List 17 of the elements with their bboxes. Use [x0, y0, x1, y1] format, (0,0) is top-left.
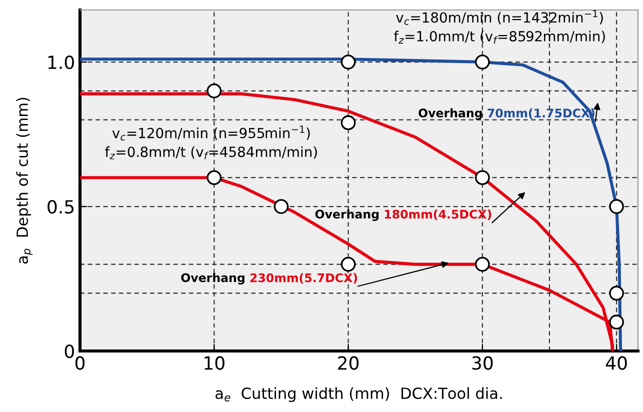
y-axis-title: a$_{p}$ Depth of cut (mm) [16, 98, 33, 264]
text: v$_{c}$=120m/min (n=955min$^{−1}$) f$_{z}$=0.8mm/t (v$_{f}$=4584mm/min) [105, 126, 317, 160]
x-axis-title: a$_{e}$ Cutting width (mm) DCX:Tool dia. [216, 387, 502, 402]
y-tick-label: 1.0 [48, 55, 74, 70]
x-tick-label: 40 [606, 356, 627, 370]
x-tick-label: 10 [204, 356, 224, 370]
series-label: 230mm(5.7DCX) [250, 273, 357, 284]
annotation: Overhang [315, 209, 379, 221]
x-tick-label: 0 [75, 356, 85, 370]
series-label: 180mm(4.5DCX) [384, 210, 492, 220]
x-tick-label: 20 [338, 356, 359, 370]
text: v$_{c}$=180m/min (n=1432min$^{−1}$) f$_{z}$=1.0mm/t (v$_{f}$=8592mm/min) [394, 10, 605, 44]
y-tick-label: 0 [64, 344, 74, 358]
y-tick-label: 0.5 [48, 200, 74, 214]
annotation: Overhang [418, 108, 482, 120]
x-tick-label: 30 [472, 356, 493, 370]
annotation: Overhang [181, 273, 244, 285]
